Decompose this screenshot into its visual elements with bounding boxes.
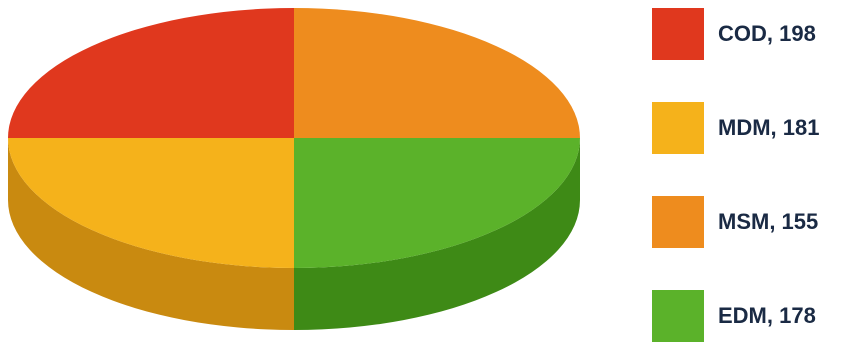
pie-top-layer: [8, 8, 580, 268]
legend-swatch-msm: [652, 196, 704, 248]
legend-item-msm: MSM, 155: [652, 196, 853, 248]
pie-slice-msm: [294, 8, 580, 138]
legend-swatch-mdm: [652, 102, 704, 154]
legend-label-mdm: MDM, 181: [718, 115, 820, 140]
chart-legend: COD, 198 MDM, 181 MSM, 155 EDM, 178: [652, 0, 853, 347]
pie-side-mdm: [8, 138, 294, 330]
legend-item-cod: COD, 198: [652, 8, 853, 60]
pie-depth-layer: [8, 138, 580, 330]
legend-item-mdm: MDM, 181: [652, 102, 853, 154]
pie-slice-mdm: [8, 138, 294, 268]
pie-slice-cod: [8, 8, 294, 138]
pie-slice-edm: [294, 138, 580, 268]
legend-swatch-cod: [652, 8, 704, 60]
pie-chart: [8, 8, 580, 330]
legend-label-edm: EDM, 178: [718, 303, 816, 328]
legend-item-edm: EDM, 178: [652, 290, 853, 342]
legend-swatch-edm: [652, 290, 704, 342]
pie-side-edm: [294, 138, 580, 330]
legend-label-msm: MSM, 155: [718, 209, 819, 234]
legend-label-cod: COD, 198: [718, 21, 816, 46]
